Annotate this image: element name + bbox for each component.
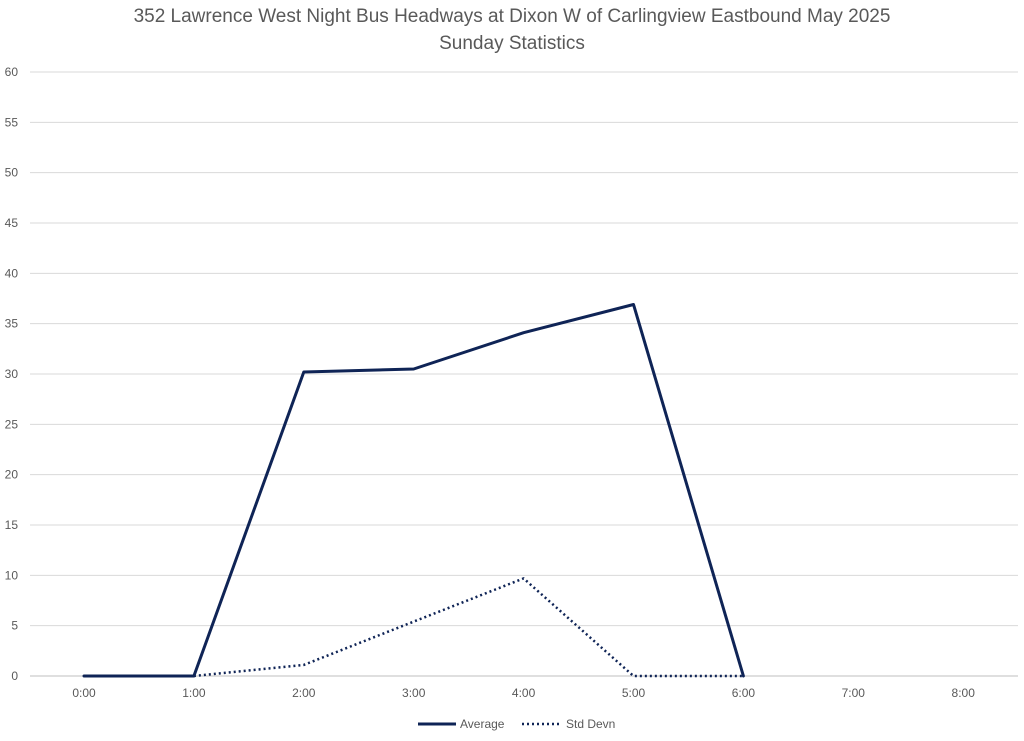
std-devn-line <box>193 577 744 678</box>
y-tick-label: 35 <box>5 317 19 331</box>
legend-label: Std Devn <box>566 717 615 731</box>
chart-subtitle: Sunday Statistics <box>439 33 585 54</box>
y-tick-label: 40 <box>5 266 19 280</box>
x-tick-label: 1:00 <box>182 686 206 700</box>
y-tick-label: 15 <box>5 518 19 532</box>
y-tick-label: 30 <box>5 367 19 381</box>
y-tick-label: 0 <box>11 669 18 683</box>
average-line <box>82 303 745 678</box>
y-tick-label: 5 <box>11 619 18 633</box>
x-tick-label: 8:00 <box>952 686 976 700</box>
x-tick-label: 5:00 <box>622 686 646 700</box>
y-tick-label: 10 <box>5 568 19 582</box>
y-tick-label: 55 <box>5 115 19 129</box>
y-tick-label: 25 <box>5 417 19 431</box>
x-tick-label: 6:00 <box>732 686 756 700</box>
y-tick-label: 45 <box>5 216 19 230</box>
x-tick-label: 0:00 <box>72 686 96 700</box>
x-tick-label: 3:00 <box>402 686 426 700</box>
x-tick-label: 4:00 <box>512 686 536 700</box>
legend-label: Average <box>460 717 505 731</box>
chart-title: 352 Lawrence West Night Bus Headways at … <box>133 6 891 27</box>
y-tick-label: 50 <box>5 166 19 180</box>
y-tick-label: 20 <box>5 468 19 482</box>
y-tick-label: 60 <box>5 65 19 79</box>
x-tick-label: 7:00 <box>842 686 866 700</box>
x-tick-label: 2:00 <box>292 686 316 700</box>
